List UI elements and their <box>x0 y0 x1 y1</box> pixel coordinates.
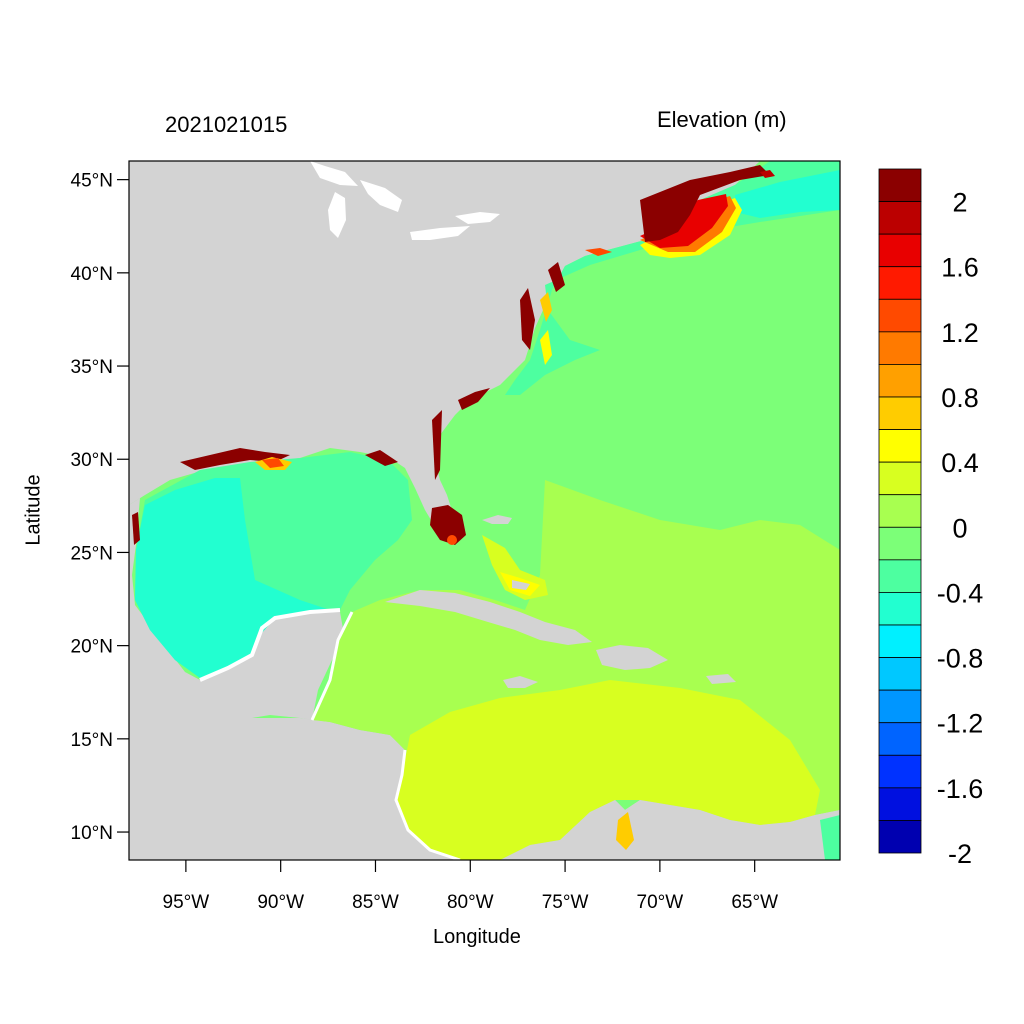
coast-outline-ca <box>310 611 461 860</box>
colorbar-label: 0.8 <box>941 383 979 413</box>
great-lakes <box>310 161 500 240</box>
colorbar-swatch <box>878 364 922 398</box>
x-axis-label: Longitude <box>433 926 521 948</box>
y-tick-label: 25°N <box>71 543 113 564</box>
x-tick-label: 75°W <box>542 892 589 913</box>
colorbar-swatch <box>878 168 922 202</box>
colorbar-swatch <box>878 526 922 561</box>
florida-surge <box>430 505 466 545</box>
colorbar-swatch <box>878 722 922 756</box>
y-tick-label: 35°N <box>71 357 113 378</box>
colorbar-label: -1.6 <box>937 774 984 804</box>
gulf-field-inner <box>135 478 330 678</box>
x-tick-label: 65°W <box>731 892 778 913</box>
colorbar-swatch <box>878 657 922 691</box>
florida-surge-edge <box>447 535 457 545</box>
x-tick-label: 90°W <box>257 892 304 913</box>
colorbar-label: -2 <box>948 839 972 869</box>
grand-bahama <box>482 515 512 524</box>
colorbar-label: -1.2 <box>937 709 984 739</box>
x-tick-label: 80°W <box>447 892 494 913</box>
northeast-surge <box>585 165 775 258</box>
colorbar-swatch <box>878 787 922 821</box>
caribbean-field-yellow <box>396 680 820 860</box>
colorbar-label: 0.4 <box>941 448 979 478</box>
x-tick-label: 85°W <box>352 892 399 913</box>
x-tick-label: 70°W <box>637 892 684 913</box>
colorbar-label: 1.2 <box>941 318 979 348</box>
colorbar-swatch <box>878 201 922 235</box>
y-tick-label: 30°N <box>71 450 113 471</box>
y-tick-label: 20°N <box>71 637 113 658</box>
colorbar-swatch <box>878 298 922 333</box>
east-shelf-field <box>505 161 840 395</box>
colorbar-swatch <box>878 396 922 430</box>
y-tick-label: 15°N <box>71 730 113 751</box>
puerto-rico-overlay <box>706 674 736 684</box>
yucatan-land <box>262 612 345 690</box>
x-axis: 95°W 90°W 85°W 80°W 75°W 70°W 65°W <box>163 860 778 913</box>
se-corner-field <box>820 815 840 860</box>
map-layers <box>129 161 840 860</box>
colorbar-swatch <box>878 461 922 496</box>
colorbar-swatch <box>878 429 922 463</box>
timestamp-label: 2021021015 <box>165 112 288 137</box>
colorbar-swatch <box>878 331 922 365</box>
colorbar-swatch <box>878 820 922 854</box>
colorbar-swatch <box>878 494 922 528</box>
colorbar-swatch <box>878 689 922 724</box>
colorbar-swatch <box>878 754 922 789</box>
y-axis: 45°N 40°N 35°N 30°N 25°N 20°N 15°N 10°N <box>71 171 129 844</box>
northeast-field-cyan <box>735 170 840 218</box>
colorbar-swatch <box>878 266 922 300</box>
jamaica-overlay <box>503 676 538 688</box>
colorbar: 2 1.6 1.2 0.8 0.4 0 -0.4 -0.8 -1.2 -1.6 -2 <box>878 168 984 869</box>
variable-label: Elevation (m) <box>657 107 787 132</box>
colorbar-label: -0.8 <box>937 644 984 674</box>
colorbar-swatch <box>878 592 922 626</box>
y-tick-label: 45°N <box>71 171 113 192</box>
colorbar-label: 2 <box>952 188 967 218</box>
south-america-overlay <box>500 800 840 860</box>
bahamas-island <box>512 580 530 590</box>
map-frame <box>128 160 841 861</box>
y-tick-label: 40°N <box>71 264 113 285</box>
cuba-overlay <box>385 590 592 645</box>
central-america-land <box>129 718 460 860</box>
colorbar-swatch <box>878 233 922 268</box>
y-axis-label: Latitude <box>22 474 45 546</box>
colorbar-label: 1.6 <box>941 253 979 283</box>
x-tick-label: 95°W <box>163 892 210 913</box>
hispaniola-overlay <box>596 645 668 670</box>
colorbar-swatch <box>878 624 922 658</box>
colorbar-swatch <box>878 559 922 593</box>
lake-maracaibo <box>616 812 634 850</box>
y-tick-label: 10°N <box>71 823 113 844</box>
colorbar-label: 0 <box>952 513 967 543</box>
gulf-coast-surge <box>132 262 565 545</box>
north-america-land <box>129 161 760 540</box>
gulf-coast-white <box>199 608 341 682</box>
colorbar-label: -0.4 <box>937 578 984 608</box>
